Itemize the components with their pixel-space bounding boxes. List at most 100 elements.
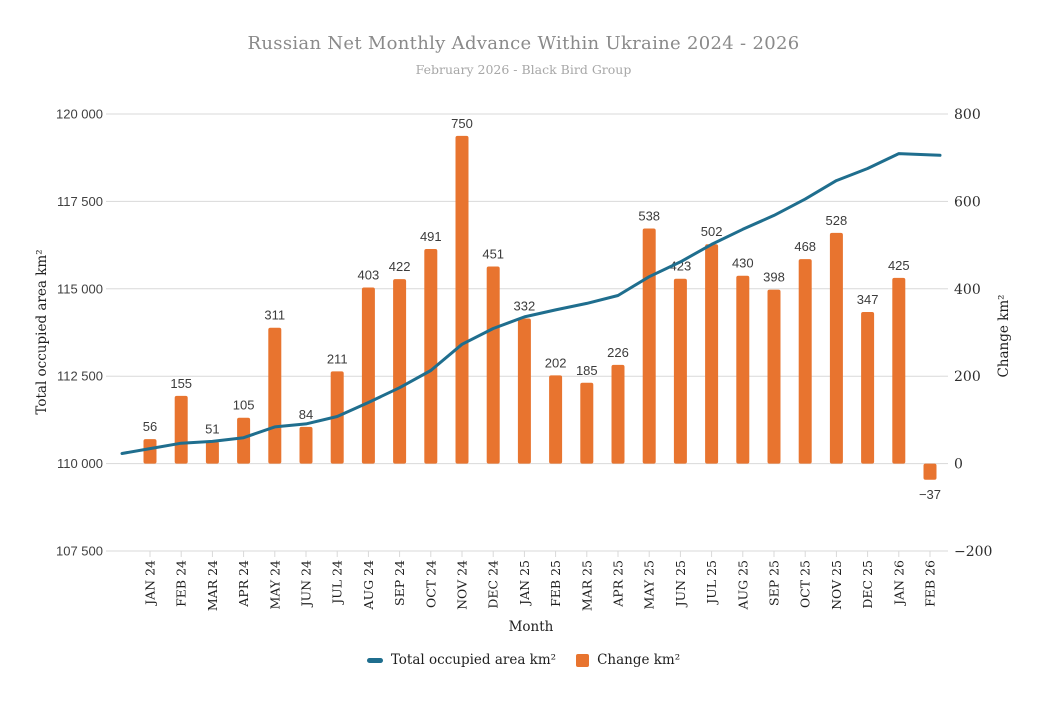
x-axis-tick-label: SEP 25 xyxy=(767,560,782,606)
legend-item-change[interactable]: Change km² xyxy=(576,652,680,668)
bar-value-label: 425 xyxy=(888,258,910,273)
right-axis-tick-label: 200 xyxy=(954,369,981,385)
x-axis-tick-label: JAN 26 xyxy=(891,560,906,607)
bar-value-label: 528 xyxy=(826,213,848,228)
bar-value-label: 423 xyxy=(670,259,692,274)
legend-item-total-occupied-area[interactable]: Total occupied area km² xyxy=(366,652,557,668)
bar-aug-25[interactable] xyxy=(736,275,750,464)
bar-apr-24[interactable] xyxy=(237,417,251,464)
bar-value-label: 56 xyxy=(143,419,157,434)
bar-jul-25[interactable] xyxy=(705,244,719,464)
x-axis-tick-label: MAY 25 xyxy=(642,560,657,609)
bar-value-label: 202 xyxy=(545,355,567,370)
x-axis-tick-label: JAN 25 xyxy=(517,560,532,607)
bar-sep-25[interactable] xyxy=(767,289,781,464)
x-axis-tick-label: FEB 25 xyxy=(548,560,563,607)
bar-value-label: 51 xyxy=(205,421,219,436)
right-axis-tick-label: 400 xyxy=(954,282,981,298)
bar-value-label: −37 xyxy=(919,487,941,502)
x-axis-tick-label: JUN 25 xyxy=(673,560,688,608)
right-axis-tick-label: 0 xyxy=(954,457,963,473)
bar-mar-24[interactable] xyxy=(205,441,219,464)
x-axis-tick-label: SEP 24 xyxy=(392,560,407,606)
bar-value-label: 468 xyxy=(794,239,816,254)
bar-nov-24[interactable] xyxy=(455,135,469,464)
x-axis-tick-label: JUN 24 xyxy=(299,560,314,608)
left-axis-tick-label: 112 500 xyxy=(57,369,103,384)
left-axis-tick-label: 115 000 xyxy=(57,281,103,296)
bar-sep-24[interactable] xyxy=(393,279,407,464)
bar-feb-26[interactable] xyxy=(923,463,937,480)
bar-value-label: 211 xyxy=(327,351,348,366)
x-axis-tick-label: NOV 24 xyxy=(455,560,470,610)
bar-may-25[interactable] xyxy=(642,228,656,464)
x-axis-tick-label: APR 25 xyxy=(611,560,626,608)
bar-value-label: 502 xyxy=(701,224,723,239)
chart-header: Russian Net Monthly Advance Within Ukrai… xyxy=(0,0,1047,77)
left-axis-tick-label: 110 000 xyxy=(57,456,103,471)
x-axis-tick-label: JUL 24 xyxy=(330,560,345,606)
bar-value-label: 430 xyxy=(732,256,754,271)
line-series-marker-icon xyxy=(366,657,383,663)
left-axis-tick-label: 107 500 xyxy=(56,544,103,559)
bar-value-label: 347 xyxy=(857,292,879,307)
bar-value-label: 422 xyxy=(389,259,411,274)
bar-oct-25[interactable] xyxy=(798,259,812,464)
bar-oct-24[interactable] xyxy=(424,249,438,464)
legend-label-total-occupied-area: Total occupied area km² xyxy=(390,652,557,668)
x-axis-tick-label: AUG 24 xyxy=(361,560,376,610)
bar-aug-24[interactable] xyxy=(361,287,375,464)
x-axis-tick-label: APR 24 xyxy=(236,560,251,608)
bar-value-label: 538 xyxy=(638,208,660,223)
bar-value-label: 311 xyxy=(264,308,285,323)
bar-jun-25[interactable] xyxy=(673,278,687,464)
bar-jan-24[interactable] xyxy=(143,439,157,464)
chart-legend: Total occupied area km² Change km² xyxy=(0,652,1047,668)
x-axis-tick-label: MAR 24 xyxy=(205,560,220,611)
right-axis-tick-label: 800 xyxy=(954,107,981,123)
bar-jan-25[interactable] xyxy=(517,318,531,464)
bar-feb-25[interactable] xyxy=(549,375,563,464)
bar-apr-25[interactable] xyxy=(611,364,625,464)
bar-jun-24[interactable] xyxy=(299,426,313,464)
bar-value-label: 84 xyxy=(299,407,313,422)
x-axis-tick-label: OCT 25 xyxy=(798,560,813,608)
bar-value-label: 185 xyxy=(576,363,598,378)
x-axis-tick-label: AUG 25 xyxy=(735,560,750,610)
bar-value-label: 105 xyxy=(233,398,255,413)
x-axis-tick-label: FEB 24 xyxy=(174,560,189,607)
total-occupied-area-line xyxy=(120,152,942,455)
bar-may-24[interactable] xyxy=(268,327,282,464)
bar-value-label: 491 xyxy=(420,229,442,244)
chart-title: Russian Net Monthly Advance Within Ukrai… xyxy=(247,33,800,54)
right-axis-tick-label: −200 xyxy=(954,544,992,560)
bar-value-label: 332 xyxy=(514,299,536,314)
x-axis-tick-label: JUL 25 xyxy=(704,560,719,606)
bar-jan-26[interactable] xyxy=(892,277,906,464)
bar-dec-25[interactable] xyxy=(861,311,875,464)
left-axis-title: Total occupied area km² xyxy=(34,249,50,414)
x-axis-tick-label: MAY 24 xyxy=(267,560,282,609)
x-axis-tick-label: OCT 24 xyxy=(423,560,438,608)
bar-value-label: 226 xyxy=(607,345,629,360)
x-axis-tick-label: FEB 26 xyxy=(923,560,938,607)
x-axis-title: Month xyxy=(509,619,554,635)
right-axis-title: Change km² xyxy=(996,294,1012,377)
x-axis-tick-label: JAN 24 xyxy=(143,560,158,607)
bar-feb-24[interactable] xyxy=(174,395,188,464)
bar-series-marker-icon xyxy=(576,653,590,667)
bar-dec-24[interactable] xyxy=(486,266,500,464)
bar-value-label: 750 xyxy=(451,116,473,131)
legend-label-change: Change km² xyxy=(597,652,681,668)
chart-subtitle: February 2026 - Black Bird Group xyxy=(415,62,632,77)
bar-nov-25[interactable] xyxy=(829,232,843,464)
bar-value-label: 398 xyxy=(763,270,785,285)
bar-value-label: 403 xyxy=(358,267,380,282)
bar-value-label: 155 xyxy=(170,376,192,391)
x-axis-tick-label: NOV 25 xyxy=(829,560,844,610)
left-axis-tick-label: 120 000 xyxy=(56,107,103,122)
bar-mar-25[interactable] xyxy=(580,382,594,464)
left-axis-tick-label: 117 500 xyxy=(57,194,103,209)
x-axis-tick-label: DEC 24 xyxy=(486,560,501,609)
